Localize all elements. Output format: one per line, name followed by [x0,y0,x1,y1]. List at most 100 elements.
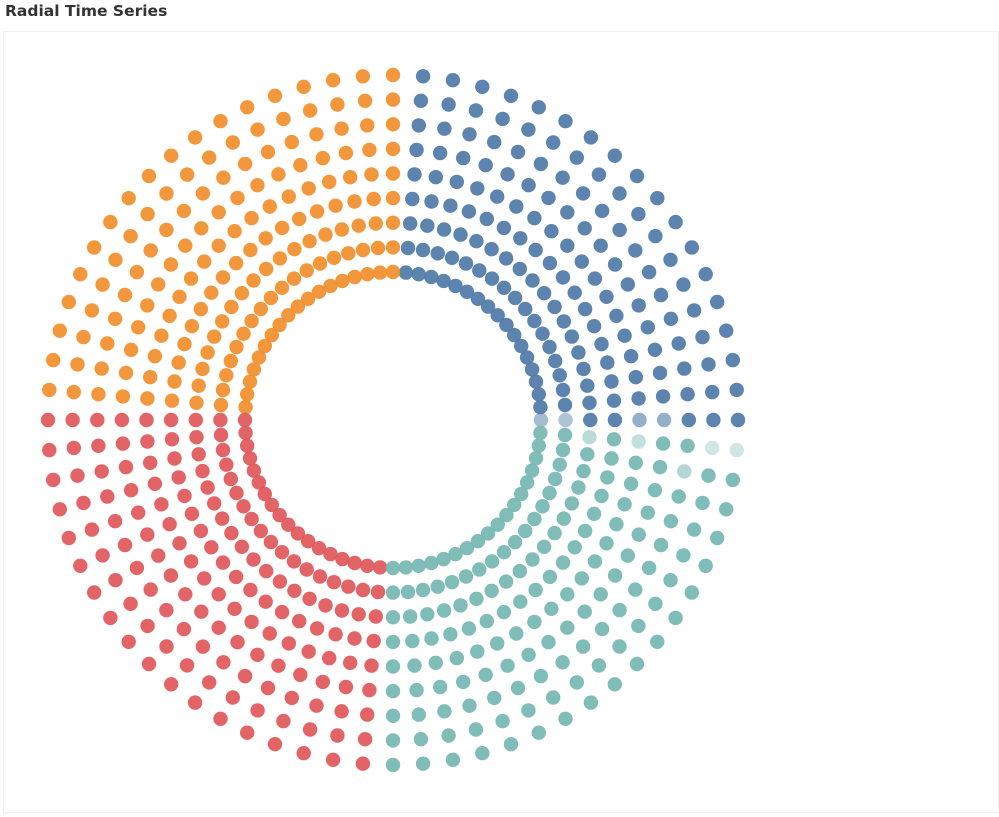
data-point[interactable] [411,118,426,133]
data-point[interactable] [326,250,342,265]
data-point[interactable] [237,668,253,684]
data-point[interactable] [593,238,608,253]
data-point[interactable] [385,708,401,723]
data-point[interactable] [385,92,401,107]
data-point[interactable] [272,507,287,523]
data-point[interactable] [326,575,342,590]
data-point[interactable] [680,438,695,453]
data-point[interactable] [293,158,308,173]
data-point[interactable] [557,397,573,413]
data-point[interactable] [599,289,614,304]
data-point[interactable] [484,583,499,598]
data-point[interactable] [107,311,123,326]
data-point[interactable] [84,303,100,318]
data-point[interactable] [641,264,657,280]
data-point[interactable] [462,127,477,142]
data-point[interactable] [108,573,123,588]
data-point[interactable] [108,252,123,267]
data-point[interactable] [695,329,710,345]
data-point[interactable] [76,329,91,345]
data-point[interactable] [576,361,591,377]
data-point[interactable] [215,270,231,285]
data-point[interactable] [259,563,274,579]
data-point[interactable] [267,88,283,104]
data-point[interactable] [290,299,306,314]
data-point[interactable] [647,483,663,498]
data-point[interactable] [347,194,362,209]
data-point[interactable] [495,111,510,127]
data-point[interactable] [582,430,597,445]
data-point[interactable] [449,174,464,190]
data-point[interactable] [628,243,643,258]
data-point[interactable] [76,495,91,511]
data-point[interactable] [441,97,456,112]
data-point[interactable] [281,308,296,323]
data-point[interactable] [309,621,325,636]
data-point[interactable] [400,240,416,256]
data-point[interactable] [437,121,452,136]
data-point[interactable] [167,374,182,389]
data-point[interactable] [445,752,461,767]
data-point[interactable] [631,298,646,313]
data-point[interactable] [533,412,549,428]
data-point[interactable] [470,534,486,549]
data-point[interactable] [197,571,212,586]
data-point[interactable] [250,647,265,662]
data-point[interactable] [593,587,608,602]
data-point[interactable] [61,530,76,546]
data-point[interactable] [686,522,702,537]
data-point[interactable] [577,221,592,236]
data-point[interactable] [656,412,672,428]
data-point[interactable] [594,336,609,352]
data-point[interactable] [705,384,720,400]
data-point[interactable] [234,539,250,554]
data-point[interactable] [115,436,131,451]
data-point[interactable] [243,242,258,258]
data-point[interactable] [262,199,277,214]
data-point[interactable] [507,327,522,343]
data-point[interactable] [409,142,424,158]
data-point[interactable] [424,555,439,571]
data-point[interactable] [284,134,299,150]
data-point[interactable] [577,301,593,317]
data-point[interactable] [292,613,307,629]
data-point[interactable] [147,349,163,364]
data-point[interactable] [706,412,721,428]
data-point[interactable] [413,732,429,747]
data-point[interactable] [123,229,138,244]
data-point[interactable] [140,206,155,222]
data-point[interactable] [364,658,379,673]
data-point[interactable] [470,181,485,196]
data-point[interactable] [61,294,76,310]
data-point[interactable] [272,317,287,333]
data-point[interactable] [258,231,273,246]
data-point[interactable] [591,658,607,673]
data-point[interactable] [695,495,710,511]
data-point[interactable] [496,280,512,295]
data-point[interactable] [228,255,244,271]
data-point[interactable] [347,631,362,646]
data-point[interactable] [163,257,179,272]
data-point[interactable] [242,451,258,466]
data-point[interactable] [606,393,622,408]
data-point[interactable] [655,389,671,404]
data-point[interactable] [215,511,230,526]
data-point[interactable] [583,412,598,428]
data-point[interactable] [302,234,317,249]
data-point[interactable] [398,560,414,575]
data-point[interactable] [580,447,595,462]
data-point[interactable] [347,555,362,571]
data-point[interactable] [385,610,401,625]
data-point[interactable] [236,499,251,514]
data-point[interactable] [290,526,306,541]
data-point[interactable] [521,703,536,718]
data-point[interactable] [236,326,251,341]
data-point[interactable] [95,548,110,563]
data-point[interactable] [357,732,373,747]
data-point[interactable] [46,352,61,368]
data-point[interactable] [123,342,139,357]
data-point[interactable] [66,440,82,456]
data-point[interactable] [531,725,546,740]
data-point[interactable] [607,568,623,583]
data-point[interactable] [341,579,356,594]
